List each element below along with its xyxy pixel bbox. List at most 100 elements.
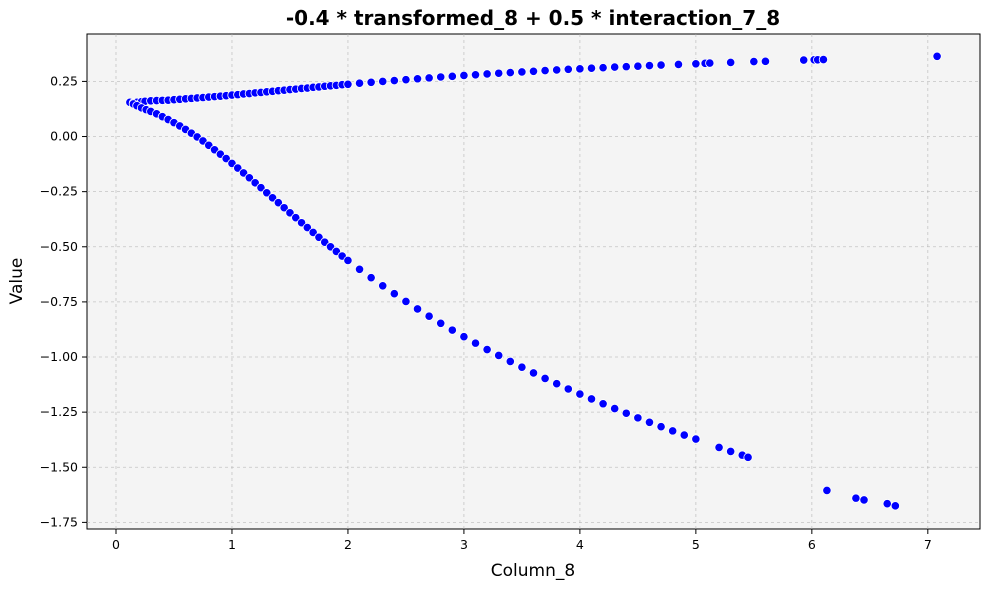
data-point xyxy=(598,399,608,409)
data-point xyxy=(705,58,715,68)
data-point xyxy=(238,168,249,178)
data-point xyxy=(563,64,573,74)
data-point xyxy=(424,73,434,83)
data-points xyxy=(125,51,942,511)
data-point xyxy=(633,61,643,71)
data-point xyxy=(273,198,283,208)
data-point xyxy=(633,413,643,423)
data-point xyxy=(673,59,684,70)
data-point xyxy=(882,499,892,509)
x-tick-label: 6 xyxy=(808,537,816,552)
data-point xyxy=(552,379,562,389)
data-point xyxy=(262,188,272,198)
data-point xyxy=(482,344,492,355)
data-point xyxy=(726,57,736,68)
data-point xyxy=(412,304,423,314)
data-point xyxy=(691,59,701,69)
data-point xyxy=(447,71,457,81)
data-point xyxy=(494,350,504,361)
data-point xyxy=(436,72,446,82)
x-tick-label: 4 xyxy=(576,537,584,552)
data-point xyxy=(586,394,597,404)
data-point xyxy=(233,163,243,173)
data-point xyxy=(378,281,388,291)
data-point xyxy=(470,70,481,80)
y-tick-label: −1.25 xyxy=(40,404,78,419)
data-point xyxy=(314,232,324,242)
y-tick-label: −1.75 xyxy=(40,514,78,529)
data-point xyxy=(563,384,573,394)
data-point xyxy=(822,485,832,496)
data-point xyxy=(799,55,809,65)
data-point xyxy=(389,75,399,86)
data-point xyxy=(890,501,900,511)
data-point xyxy=(279,203,289,213)
y-tick-label: −0.25 xyxy=(40,184,78,199)
y-tick-label: 0.00 xyxy=(50,129,78,144)
data-point xyxy=(302,222,312,233)
data-point xyxy=(714,442,724,453)
data-point xyxy=(505,67,515,78)
data-point xyxy=(586,63,597,73)
y-tick-label: −1.00 xyxy=(40,349,78,364)
data-point xyxy=(343,255,353,266)
data-point xyxy=(621,62,631,72)
plot-area xyxy=(86,33,981,530)
data-point xyxy=(517,67,527,77)
data-point xyxy=(244,173,254,183)
data-point xyxy=(401,75,411,85)
data-point xyxy=(221,153,231,164)
data-point xyxy=(354,78,365,88)
data-point xyxy=(644,60,655,71)
data-point xyxy=(366,77,376,87)
data-point xyxy=(436,318,446,328)
data-point xyxy=(932,51,942,61)
data-point xyxy=(528,66,539,76)
data-point xyxy=(656,60,666,70)
data-point xyxy=(267,193,278,203)
data-point xyxy=(291,213,301,223)
x-tick-label: 5 xyxy=(692,537,700,552)
data-point xyxy=(308,227,318,238)
axis-ticks: 0 1 2 3 4 5 6 7 0.25 0.00 −0.25 −0.50 −0.75 −1.00 −1.2… xyxy=(40,73,932,552)
y-axis-label: Value xyxy=(7,258,27,305)
data-point xyxy=(250,178,260,188)
data-point xyxy=(749,56,759,67)
data-point xyxy=(528,368,539,378)
data-point xyxy=(859,495,869,505)
data-point xyxy=(424,311,434,321)
data-point xyxy=(482,69,492,79)
data-point xyxy=(644,417,655,427)
data-point xyxy=(540,66,550,76)
data-point xyxy=(610,404,620,414)
data-point xyxy=(256,183,266,193)
data-point xyxy=(412,74,423,84)
data-point xyxy=(621,408,631,418)
data-point xyxy=(517,362,527,372)
data-point xyxy=(354,264,365,274)
y-tick-label: −0.50 xyxy=(40,239,78,254)
data-point xyxy=(505,356,515,367)
data-point xyxy=(598,63,608,73)
y-tick-label: −1.50 xyxy=(40,459,78,474)
data-point xyxy=(540,373,550,384)
x-tick-label: 7 xyxy=(924,537,932,552)
data-point xyxy=(552,65,562,75)
data-point xyxy=(494,68,504,78)
data-point xyxy=(575,64,585,74)
data-point xyxy=(401,296,411,307)
data-point xyxy=(760,56,771,66)
data-point xyxy=(447,325,457,335)
data-point xyxy=(343,79,353,89)
x-tick-label: 2 xyxy=(344,537,352,552)
data-point xyxy=(851,493,861,503)
data-point xyxy=(656,422,666,432)
y-tick-label: 0.25 xyxy=(50,73,78,88)
data-point xyxy=(459,70,469,81)
data-point xyxy=(691,434,701,444)
data-point xyxy=(668,426,678,436)
grid xyxy=(87,34,980,529)
x-tick-label: 1 xyxy=(228,537,236,552)
data-point xyxy=(743,452,753,462)
data-point xyxy=(366,273,376,283)
